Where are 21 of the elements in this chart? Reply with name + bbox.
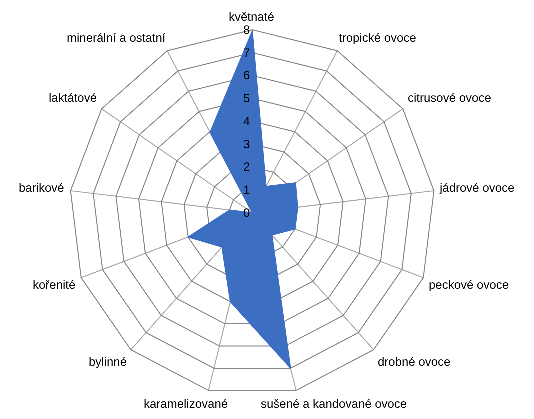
y-tick-label: 4	[243, 114, 250, 128]
y-tick-label: 5	[243, 92, 250, 106]
spoke-label: peckové ovoce	[429, 278, 510, 292]
y-tick-label: 7	[243, 46, 250, 60]
y-tick-label: 6	[243, 68, 250, 83]
spoke-label: drobné ovoce	[378, 355, 452, 369]
y-tick-label: 3	[243, 137, 250, 152]
spoke-label: kořenité	[33, 278, 76, 292]
spoke-label: citrusové ovoce	[408, 91, 492, 105]
spoke-label: jádrové ovoce	[439, 181, 516, 195]
spoke-label: barikové	[19, 181, 65, 195]
y-tick-label: 2	[243, 160, 250, 174]
spoke-label: bylinné	[89, 355, 128, 369]
spoke-label: minerální a ostatní	[67, 31, 166, 45]
spoke-label: laktátové	[49, 91, 98, 105]
spoke-label: karamelizované	[144, 397, 228, 411]
spoke-label: květnaté	[229, 10, 275, 24]
spoke-label: tropické ovoce	[339, 31, 417, 45]
y-tick-label: 8	[243, 22, 250, 37]
y-tick-label: 1	[243, 183, 250, 198]
spoke-label: sušené a kandované ovoce	[261, 397, 408, 411]
